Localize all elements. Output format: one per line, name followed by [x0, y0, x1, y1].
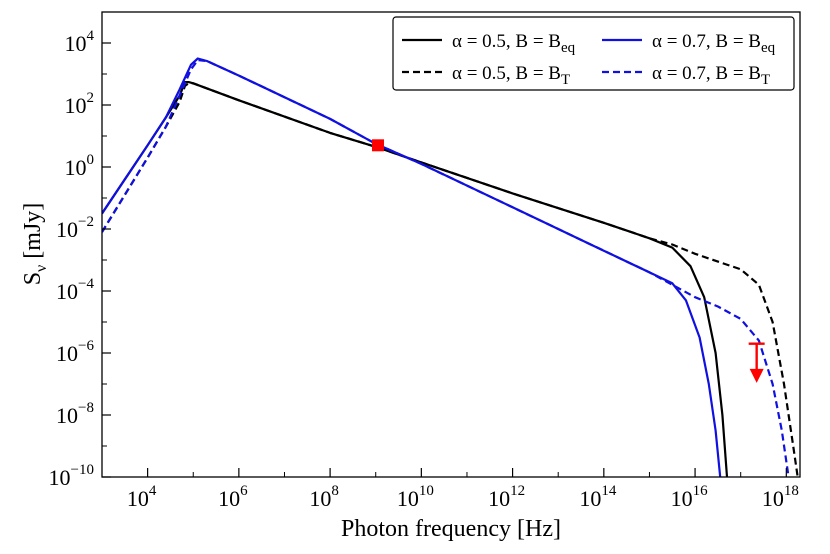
x-tick-label: 108 — [309, 483, 339, 511]
y-tick-label: 104 — [65, 28, 95, 56]
series-line-0 — [102, 81, 729, 477]
series-line-1 — [102, 82, 799, 477]
legend-label-2: α = 0.5, B = BT — [452, 63, 570, 88]
detection-marker — [372, 139, 385, 152]
y-tick-label: 10−8 — [56, 400, 94, 428]
plot-frame — [101, 11, 801, 478]
legend-label-1: α = 0.7, B = Beq — [652, 31, 776, 56]
legend-frame — [392, 16, 795, 91]
y-axis-label-sub: ν — [33, 265, 50, 272]
x-tick-label: 1016 — [671, 483, 709, 511]
tick-layer: 104 106 108 1010 1012 1014 1016 1018 104 102 100 10… — [49, 11, 799, 511]
series-line-2 — [102, 57, 722, 477]
y-tick-label: 10−10 — [49, 462, 94, 490]
x-tick-label: 106 — [218, 483, 248, 511]
marker-layer — [372, 139, 765, 383]
legend-label-3: α = 0.7, B = BT — [652, 63, 770, 88]
legend: α = 0.5, B = Beq α = 0.7, B = Beq α = 0.5,… — [392, 16, 795, 91]
y-tick-label: 10−2 — [56, 214, 94, 242]
x-axis-label: Photon frequency [Hz] — [341, 516, 561, 542]
x-tick-label: 1010 — [397, 483, 434, 511]
x-tick-label: 1014 — [579, 483, 617, 511]
x-tick-label: 1018 — [762, 483, 799, 511]
y-axis-label-main: S — [20, 272, 46, 285]
x-tick-label: 1012 — [488, 483, 525, 511]
y-tick-label: 10−6 — [56, 338, 94, 366]
y-axis-label: Sν [mJy] — [20, 203, 50, 286]
y-tick-label: 102 — [65, 90, 95, 118]
x-tick-label: 104 — [127, 483, 157, 511]
y-tick-label: 10−4 — [56, 276, 94, 304]
y-tick-label: 100 — [65, 152, 95, 180]
series-line-3 — [102, 59, 790, 477]
series-layer — [102, 57, 799, 477]
upper-limit-arrow — [748, 342, 765, 383]
y-axis-label-unit: [mJy] — [20, 203, 46, 265]
legend-label-0: α = 0.5, B = Beq — [452, 31, 576, 56]
